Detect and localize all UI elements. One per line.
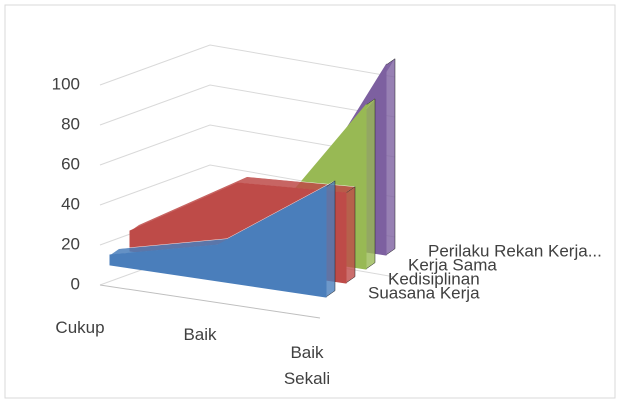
y-tick-label: 0 <box>71 274 80 293</box>
area-side <box>385 58 396 256</box>
y-tick-label: 80 <box>61 114 80 133</box>
y-tick-label: 60 <box>61 154 80 173</box>
series-label: Perilaku Rekan Kerja... <box>428 241 602 260</box>
grid-line <box>99 84 396 126</box>
series-label: Kerja Sama <box>408 255 497 274</box>
y-tick-label: 100 <box>52 74 80 93</box>
x-tick-label: Cukup <box>55 318 105 337</box>
grid-line <box>99 44 396 86</box>
y-tick-label: 20 <box>61 234 80 253</box>
area-side <box>345 186 356 284</box>
series-label: Suasana Kerja <box>368 283 480 302</box>
area-side <box>325 180 336 298</box>
area <box>109 186 327 298</box>
series-label: Kedisiplinan <box>388 269 480 288</box>
floor-edge <box>99 284 321 319</box>
area-side <box>365 98 376 270</box>
y-tick-label: 40 <box>61 194 80 213</box>
x-tick-label: Baik <box>183 325 217 344</box>
x-tick-label: Baik Sekali <box>283 343 331 388</box>
